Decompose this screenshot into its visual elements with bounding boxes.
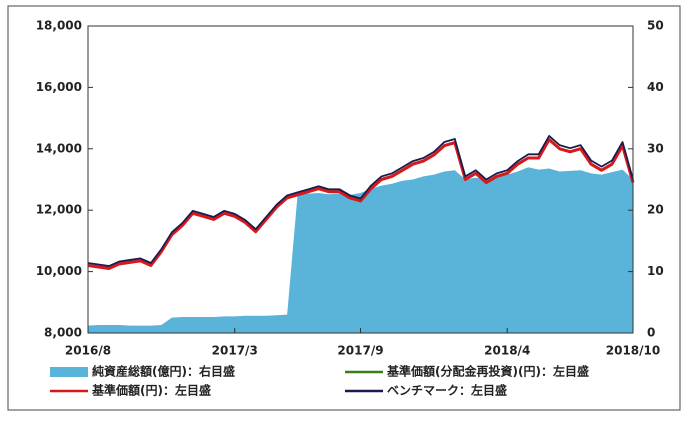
y-tick-label: 18,000 — [36, 19, 82, 33]
x-tick-label: 2016/8 — [65, 344, 111, 358]
y2-tick-label: 40 — [647, 80, 664, 94]
y-tick-label: 10,000 — [36, 264, 82, 278]
y2-tick-label: 10 — [647, 264, 664, 278]
area — [88, 167, 633, 333]
outer-frame — [7, 5, 681, 411]
x-tick-label: 2018/4 — [484, 344, 530, 358]
y2-tick-label: 30 — [647, 141, 664, 155]
x-tick-label: 2018/10 — [606, 344, 660, 358]
legend-swatch — [50, 367, 88, 377]
y2-tick-label: 20 — [647, 203, 664, 217]
y2-tick-label: 50 — [647, 19, 664, 33]
legend-label: ベンチマーク：左目盛 — [387, 383, 507, 398]
y2-tick-label: 0 — [647, 326, 655, 340]
y-tick-label: 14,000 — [36, 141, 82, 155]
y-tick-label: 8,000 — [44, 326, 82, 340]
y-tick-label: 16,000 — [36, 80, 82, 94]
x-tick-label: 2017/3 — [212, 344, 258, 358]
x-tick-label: 2017/9 — [337, 344, 383, 358]
legend-label: 基準価額(円)：左目盛 — [91, 383, 211, 398]
y-tick-label: 12,000 — [36, 203, 82, 217]
line — [87, 135, 634, 267]
legend-label: 基準価額(分配金再投資)(円)：左目盛 — [386, 364, 589, 379]
legend-label: 純資産総額(億円)：右目盛 — [92, 364, 235, 379]
line — [87, 138, 635, 271]
